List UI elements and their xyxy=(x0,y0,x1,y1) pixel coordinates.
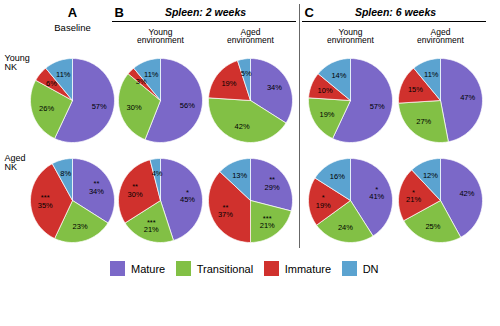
svg-text:57%: 57% xyxy=(370,102,385,111)
svg-text:***35%: ***35% xyxy=(38,193,53,210)
svg-text:4%: 4% xyxy=(152,169,163,178)
svg-text:42%: 42% xyxy=(459,189,474,198)
svg-text:Agedenvironment: Agedenvironment xyxy=(417,27,464,46)
svg-text:Spleen: 6 weeks: Spleen: 6 weeks xyxy=(355,6,436,18)
svg-text:**30%: **30% xyxy=(128,182,143,199)
svg-text:Agedenvironment: Agedenvironment xyxy=(227,27,274,46)
svg-text:30%: 30% xyxy=(127,103,142,112)
svg-text:***21%: ***21% xyxy=(144,218,159,235)
svg-text:11%: 11% xyxy=(144,70,159,79)
svg-text:42%: 42% xyxy=(235,122,250,131)
svg-text:16%: 16% xyxy=(330,172,345,181)
html-text:Mature: Mature xyxy=(131,262,166,275)
svg-text:6%: 6% xyxy=(46,78,57,87)
svg-text:*41%: *41% xyxy=(369,185,384,202)
svg-text:27%: 27% xyxy=(416,117,431,126)
svg-text:A: A xyxy=(68,5,78,20)
svg-text:*19%: *19% xyxy=(316,193,331,210)
svg-text:23%: 23% xyxy=(73,222,88,231)
svg-text:3%: 3% xyxy=(135,76,147,86)
svg-text:25%: 25% xyxy=(425,222,440,231)
svg-text:14%: 14% xyxy=(331,71,346,80)
svg-text:13%: 13% xyxy=(232,171,247,180)
svg-text:15%: 15% xyxy=(408,85,423,94)
svg-text:**29%: **29% xyxy=(265,175,280,192)
svg-text:5%: 5% xyxy=(241,69,252,78)
svg-text:12%: 12% xyxy=(423,171,438,180)
svg-text:B: B xyxy=(115,5,124,20)
svg-text:57%: 57% xyxy=(92,102,107,111)
svg-text:**37%: **37% xyxy=(218,203,233,220)
svg-text:19%: 19% xyxy=(319,110,334,119)
svg-text:Spleen: 2 weeks: Spleen: 2 weeks xyxy=(165,6,246,18)
svg-text:Baseline: Baseline xyxy=(54,22,90,33)
svg-text:YoungNK: YoungNK xyxy=(5,53,30,72)
svg-text:***21%: ***21% xyxy=(260,214,275,231)
svg-text:26%: 26% xyxy=(39,104,54,113)
svg-text:*45%: *45% xyxy=(180,188,195,205)
svg-text:10%: 10% xyxy=(318,86,333,95)
svg-text:Youngenvironment: Youngenvironment xyxy=(327,27,374,46)
svg-text:*21%: *21% xyxy=(406,188,421,205)
svg-text:Youngenvironment: Youngenvironment xyxy=(137,27,184,46)
svg-text:AgedNK: AgedNK xyxy=(5,153,26,172)
svg-text:56%: 56% xyxy=(180,101,195,110)
svg-text:11%: 11% xyxy=(424,70,439,79)
html-text:Immature: Immature xyxy=(284,262,332,275)
svg-text:**34%: **34% xyxy=(89,179,104,196)
html-text:DN: DN xyxy=(362,262,379,275)
svg-text:C: C xyxy=(305,5,315,20)
html-text:Transitional: Transitional xyxy=(196,262,254,275)
svg-text:19%: 19% xyxy=(221,79,236,88)
svg-text:24%: 24% xyxy=(338,223,353,232)
svg-text:8%: 8% xyxy=(60,169,71,178)
svg-text:34%: 34% xyxy=(267,83,282,92)
svg-text:47%: 47% xyxy=(460,93,475,102)
svg-text:11%: 11% xyxy=(56,70,71,79)
